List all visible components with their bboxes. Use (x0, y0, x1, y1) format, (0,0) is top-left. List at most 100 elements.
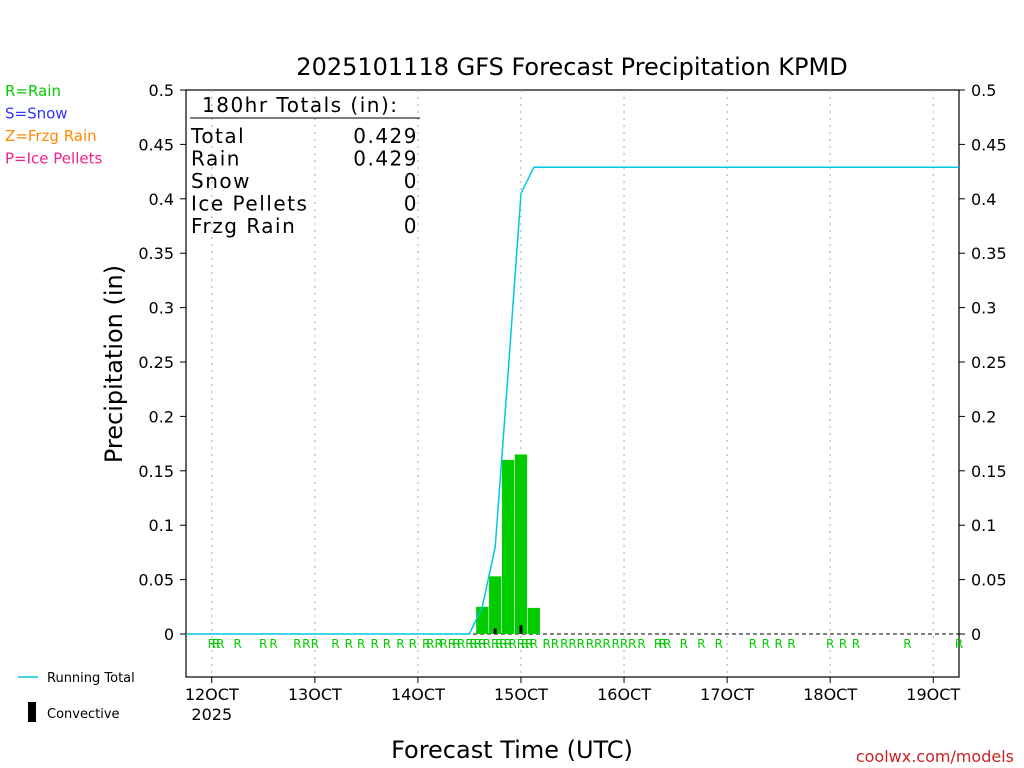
totals-row-value: 0 (404, 214, 418, 238)
y-tick-label-right: 0.3 (971, 299, 996, 318)
x-tick-label: 13OCT (288, 685, 342, 704)
convective-bar (519, 625, 523, 634)
rain-type-mark: R (269, 637, 277, 651)
rain-type-mark: R (478, 637, 486, 651)
y-tick-label-right: 0.35 (971, 244, 1007, 263)
rain-type-mark: R (434, 637, 442, 651)
y-tick-label-left: 0.45 (138, 135, 174, 154)
rain-type-mark: R (762, 637, 770, 651)
convective-legend-label: Convective (47, 707, 120, 722)
rain-type-mark: R (370, 637, 378, 651)
running-total-legend-label: Running Total (47, 671, 135, 686)
y-axis-right: 0 0.05 0.1 0.15 0.2 0.25 0.3 0.35 0.4 0.45 0.5 (959, 81, 1007, 644)
chart-title: 2025101118 GFS Forecast Precipitation KP… (296, 53, 847, 81)
x-tick-label: 18OCT (803, 685, 857, 704)
x-tick-label: 15OCT (494, 685, 548, 704)
rain-type-mark: R (663, 637, 671, 651)
type-legend-entry: S=Snow (5, 105, 68, 123)
y-tick-label-right: 0.1 (971, 516, 996, 535)
rain-type-mark: R (551, 637, 559, 651)
rain-type-mark: R (586, 637, 594, 651)
rain-type-mark: R (680, 637, 688, 651)
type-legend: R=Rain S=Snow Z=Frzg Rain P=Ice Pellets (5, 82, 102, 168)
totals-row-label: Rain (191, 147, 241, 171)
rain-type-mark: R (525, 637, 533, 651)
y-tick-label-left: 0 (164, 625, 174, 644)
totals-row-label: Total (190, 124, 245, 148)
rain-type-mark: R (483, 637, 491, 651)
rain-type-mark: R (697, 637, 705, 651)
rain-type-mark: R (955, 637, 963, 651)
rain-type-mark: R (208, 637, 216, 651)
totals-row-value: 0.429 (353, 147, 418, 171)
rain-type-mark: R (383, 637, 391, 651)
rain-type-mark: R (517, 637, 525, 651)
y-tick-label-right: 0 (971, 625, 981, 644)
rain-type-mark: R (568, 637, 576, 651)
rain-type-mark: R (302, 637, 310, 651)
type-legend-entry: R=Rain (5, 82, 61, 100)
totals-row-label: Ice Pellets (191, 192, 308, 216)
rain-type-mark: R (216, 637, 224, 651)
rain-type-mark: R (448, 637, 456, 651)
y-tick-label-left: 0.35 (138, 244, 174, 263)
convective-bar (493, 628, 497, 634)
y-tick-label-right: 0.25 (971, 353, 1007, 372)
type-legend-entry: Z=Frzg Rain (5, 127, 97, 145)
totals-row-value: 0.429 (353, 124, 418, 148)
totals-box: 180hr Totals (in): Total 0.429 Rain 0.429 Sno… (190, 93, 420, 238)
type-legend-entry: P=Ice Pellets (5, 150, 102, 168)
credit-text: coolwx.com/models (856, 747, 1014, 766)
y-tick-label-left: 0.15 (138, 462, 174, 481)
rain-type-mark: R (422, 637, 430, 651)
rain-type-mark: R (331, 637, 339, 651)
rain-type-mark: R (469, 637, 477, 651)
totals-heading: 180hr Totals (in): (202, 93, 399, 117)
rain-type-mark: R (396, 637, 404, 651)
rain-type-mark: R (409, 637, 417, 651)
rain-type-mark: R (628, 637, 636, 651)
rain-type-mark: R (212, 637, 220, 651)
y-tick-label-right: 0.05 (971, 571, 1007, 590)
y-tick-label-right: 0.15 (971, 462, 1007, 481)
rain-type-mark: R (465, 637, 473, 651)
totals-row-value: 0 (404, 169, 418, 193)
rain-type-mark: R (602, 637, 610, 651)
running-total-line (186, 166, 959, 635)
y-tick-label-right: 0.5 (971, 81, 996, 100)
rain-type-mark: R (774, 637, 782, 651)
rain-type-mark: R (543, 637, 551, 651)
y-tick-label-left: 0.1 (149, 516, 174, 535)
series-legend: Running Total Convective (18, 671, 135, 722)
x-axis-label: Forecast Time (UTC) (391, 736, 633, 764)
rain-type-mark: R (654, 637, 662, 651)
rain-type-mark: R (839, 637, 847, 651)
rain-bar (527, 607, 540, 634)
y-tick-label-left: 0.05 (138, 571, 174, 590)
rain-type-mark: R (499, 637, 507, 651)
rain-type-mark: R (504, 637, 512, 651)
rain-type-mark: R (637, 637, 645, 651)
y-axis-left: 0 0.05 0.1 0.15 0.2 0.25 0.3 0.35 0.4 0.45 0.5 (138, 81, 186, 644)
rain-bar (476, 606, 489, 634)
y-tick-label-left: 0.25 (138, 353, 174, 372)
rain-type-mark: R (715, 637, 723, 651)
rain-type-mark: R (903, 637, 911, 651)
rain-type-mark: R (452, 637, 460, 651)
x-tick-label: 14OCT (391, 685, 445, 704)
y-tick-label-left: 0.2 (149, 407, 174, 426)
rain-bar (489, 576, 502, 634)
rain-type-mark: R (577, 637, 585, 651)
rain-type-mark: R (474, 637, 482, 651)
rain-type-mark: R (426, 637, 434, 651)
y-tick-label-left: 0.3 (149, 299, 174, 318)
totals-row-label: Frzg Rain (191, 214, 296, 238)
x-tick-sublabel: 2025 (191, 705, 232, 724)
rain-type-mark: R (560, 637, 568, 651)
rain-type-mark: R (509, 637, 517, 651)
x-tick-label: 16OCT (597, 685, 651, 704)
rain-type-mark: R (457, 637, 465, 651)
